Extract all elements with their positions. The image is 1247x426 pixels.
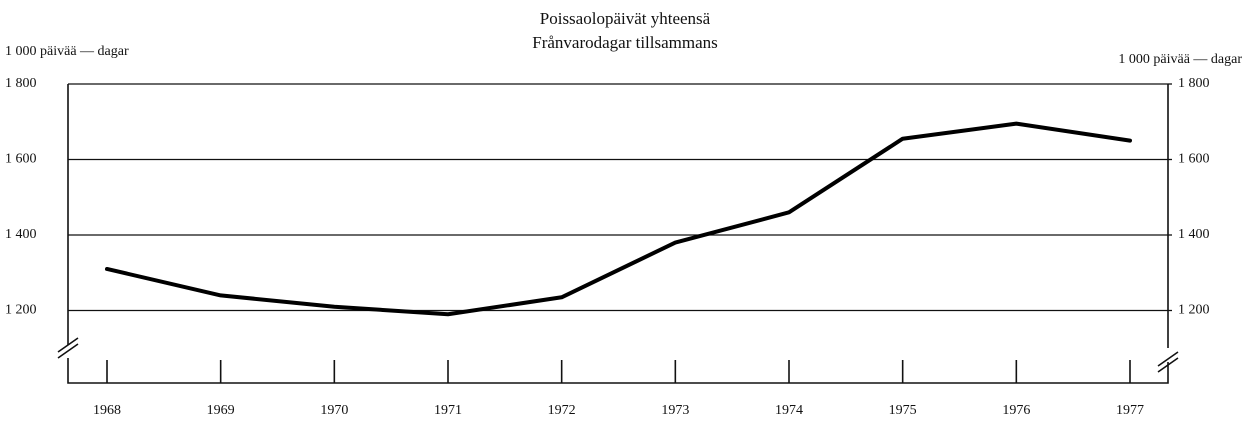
x-tick-label: 1976 xyxy=(1002,403,1030,418)
x-tick-label: 1977 xyxy=(1116,403,1144,418)
chart-subtitle: Frånvarodagar tillsammans xyxy=(532,33,718,52)
chart-title: Poissaolopäivät yhteensä xyxy=(540,9,711,28)
x-tick-label: 1968 xyxy=(93,403,121,418)
axis-break xyxy=(57,337,1179,373)
y2-tick-label: 1 200 xyxy=(1178,303,1210,318)
y-tick-label: 1 200 xyxy=(5,303,37,318)
x-tick-label: 1970 xyxy=(320,403,348,418)
y2-tick-label: 1 600 xyxy=(1178,152,1210,167)
axis-frame xyxy=(67,84,1169,384)
y2-tick-label: 1 800 xyxy=(1178,76,1210,91)
y-tick-label: 1 400 xyxy=(5,227,37,242)
x-tick-label: 1971 xyxy=(434,403,462,418)
x-tick-label: 1975 xyxy=(889,403,917,418)
x-tick-label: 1972 xyxy=(548,403,576,418)
y-axis-label: 1 000 päivää — dagar xyxy=(5,44,129,59)
x-tick-label: 1969 xyxy=(207,403,235,418)
y-tick-label: 1 600 xyxy=(5,152,37,167)
x-tick-label: 1973 xyxy=(661,403,689,418)
y-tick-label: 1 800 xyxy=(5,76,37,91)
x-tick-label: 1974 xyxy=(775,403,803,418)
y2-axis-label: 1 000 päivää — dagar xyxy=(1118,52,1242,67)
data-line xyxy=(105,121,1132,317)
y2-tick-label: 1 400 xyxy=(1178,227,1210,242)
